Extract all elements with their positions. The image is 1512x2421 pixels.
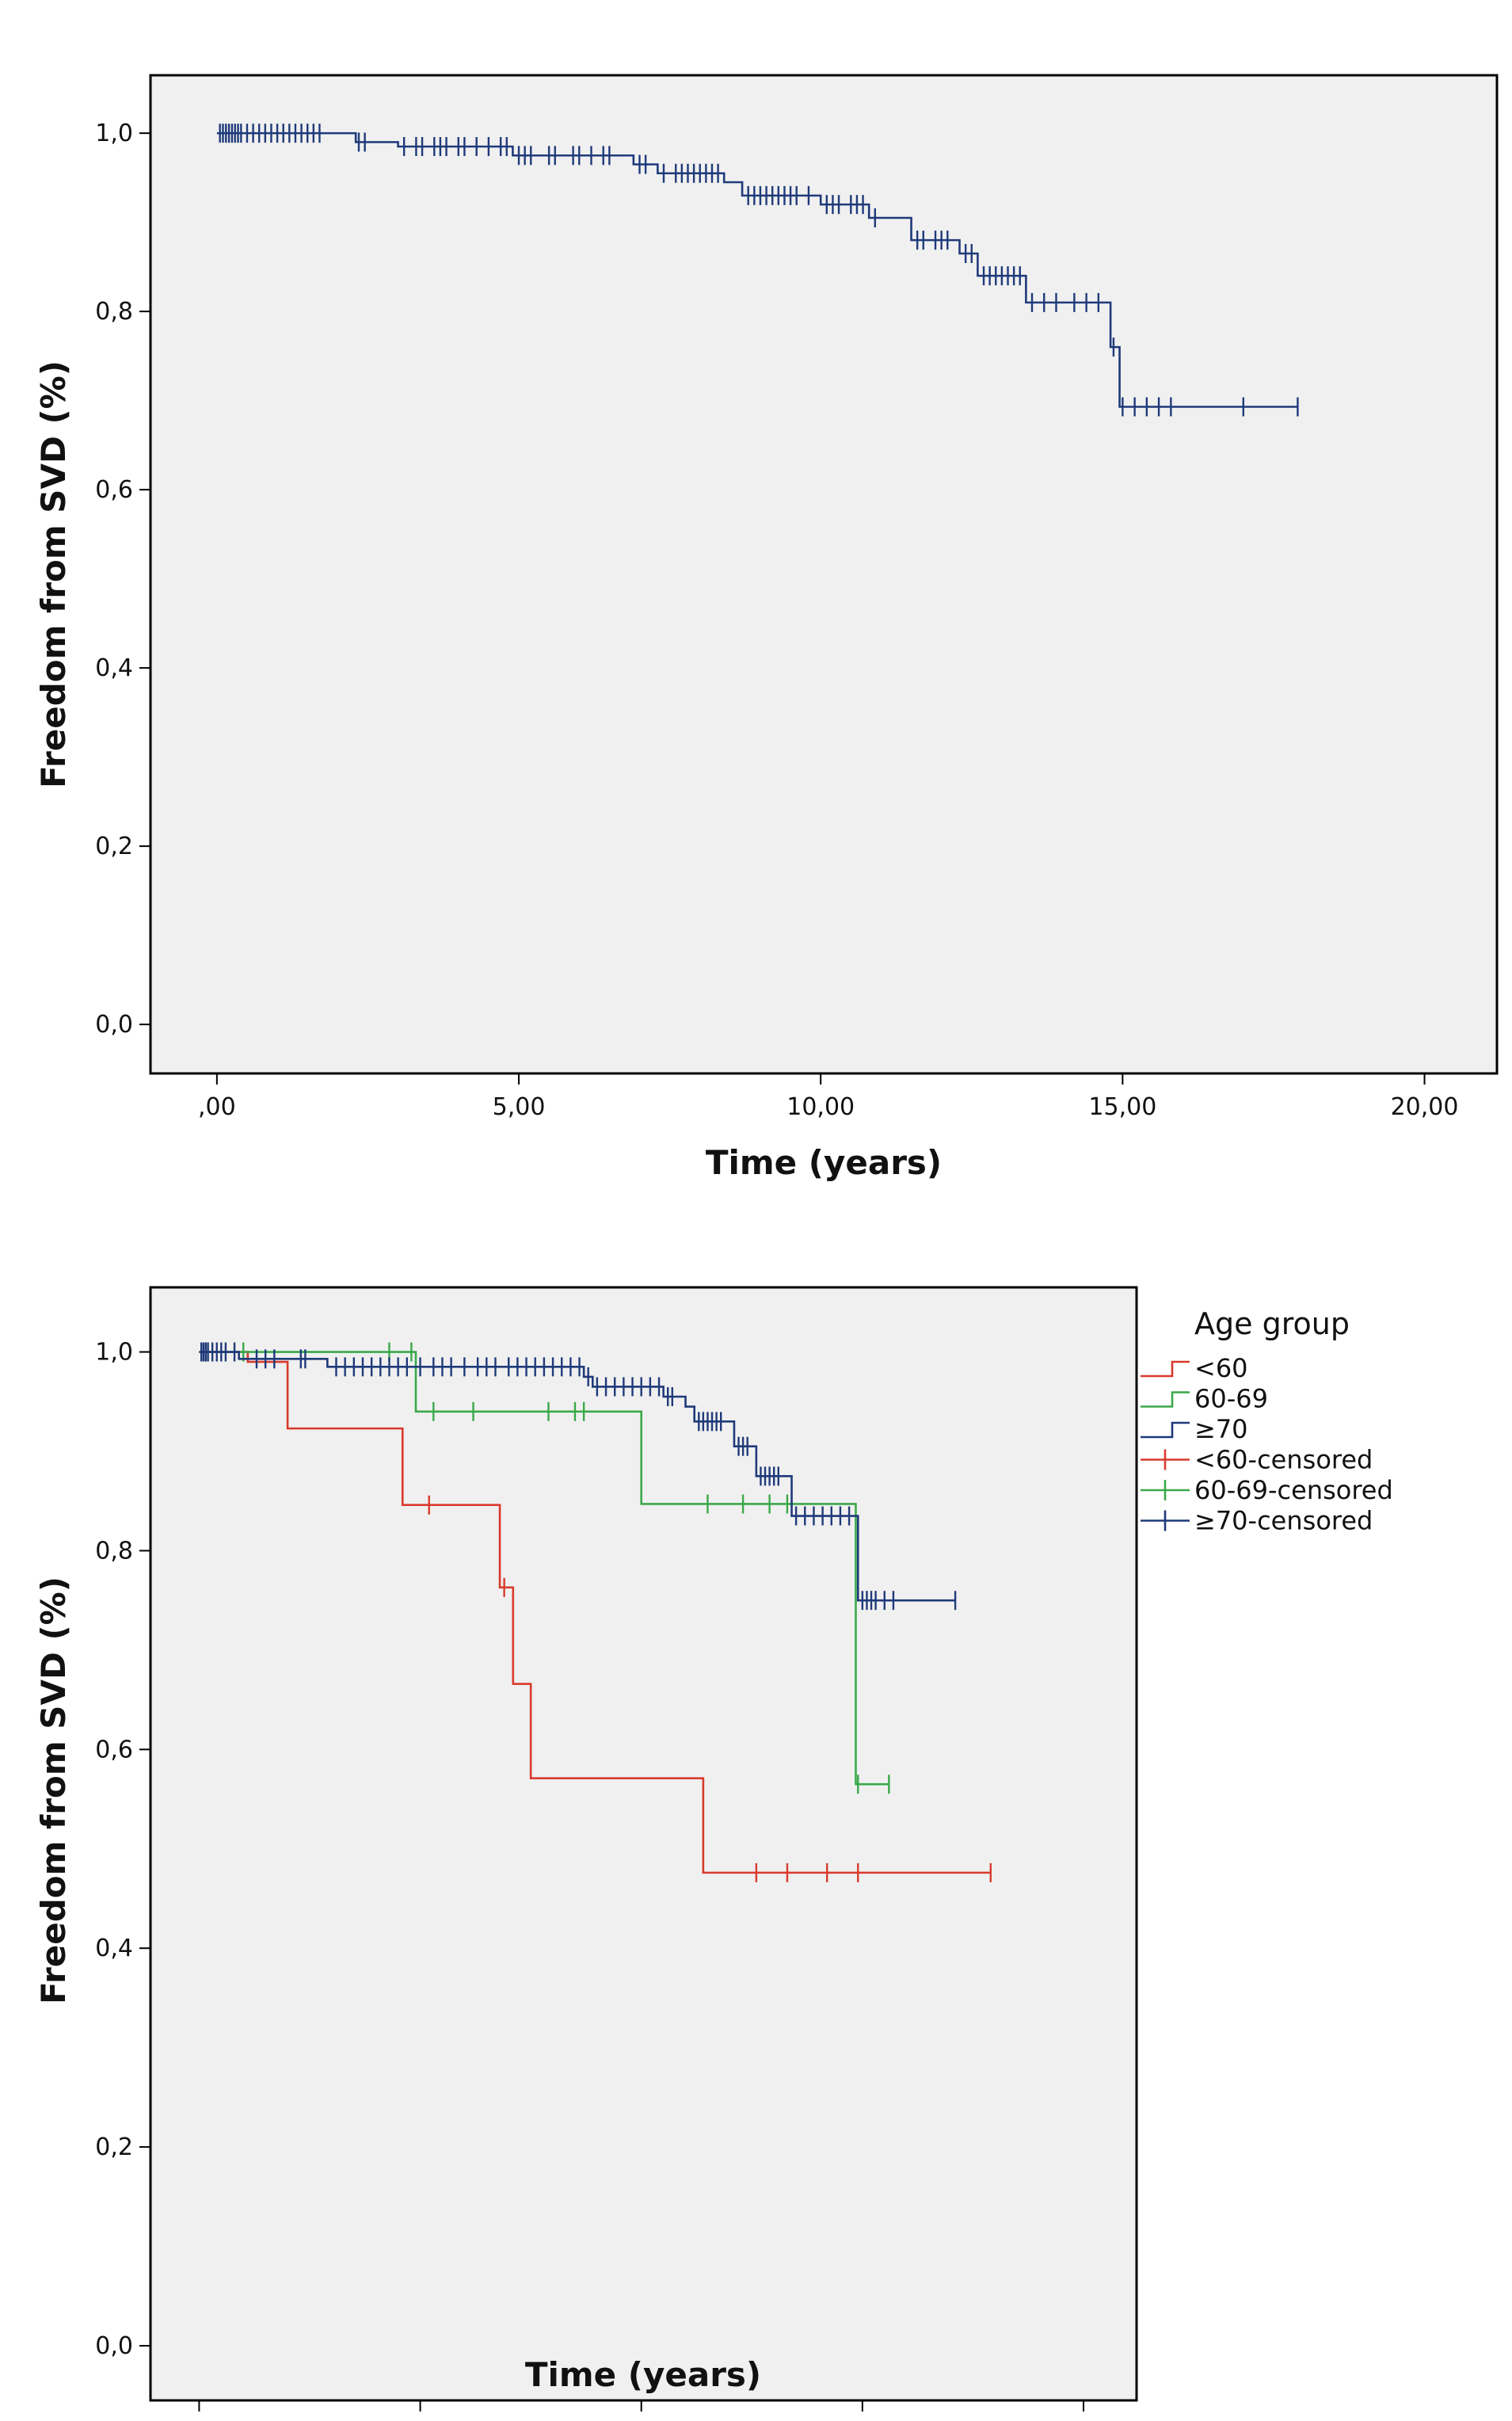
y-tick-label: 0,8	[95, 1537, 133, 1565]
x-tick-label: 10,00	[786, 1093, 855, 1121]
series-line-0	[216, 132, 1298, 408]
y-tick-label: 1,0	[95, 120, 133, 147]
y-tick-label: 0,4	[95, 654, 133, 682]
legend-label: 60-69-censored	[1194, 1475, 1393, 1505]
y-tick-label: 0,2	[95, 833, 133, 860]
y-axis-title: Freedom from SVD (%)	[34, 1577, 73, 2004]
legend-item: <60-censored	[1141, 1445, 1373, 1475]
plot-area	[149, 1286, 1138, 2402]
y-tick-label: 0,2	[95, 2133, 133, 2161]
y-axis: 0,0 0,2 0,4 0,6 0,8 1,0	[95, 1339, 150, 2360]
x-tick-label: 20,00	[1391, 1093, 1459, 1121]
series-line-0	[199, 1351, 991, 1874]
legend-label: <60	[1194, 1353, 1248, 1383]
plot-series	[199, 1342, 992, 1882]
x-tick-label: ,00	[198, 1093, 236, 1121]
legend-item: 60-69	[1141, 1384, 1268, 1414]
legend-swatch	[1141, 1391, 1190, 1408]
legend-item: 60-69-censored	[1141, 1475, 1393, 1505]
plot-series	[216, 124, 1299, 417]
legend-label: <60-censored	[1194, 1445, 1373, 1475]
x-axis: ,00 5,00 10,00 15,00 20,00	[198, 1073, 1458, 1121]
y-axis: 0,0 0,2 0,4 0,6 0,8 1,0	[95, 120, 150, 1039]
legend-item: ≥70-censored	[1141, 1506, 1373, 1536]
legend-label: 60-69	[1194, 1384, 1268, 1414]
legend-title: Age group	[1194, 1306, 1350, 1341]
legend-swatch	[1141, 1421, 1190, 1439]
x-axis-title: Time (years)	[525, 2355, 761, 2394]
series-line-2	[199, 1351, 956, 1602]
x-tick-label: 15,00	[1088, 1093, 1156, 1121]
plot-area	[149, 74, 1499, 1075]
y-axis-title: Freedom from SVD (%)	[34, 360, 73, 788]
legend-label: ≥70	[1194, 1414, 1248, 1444]
legend-label: ≥70-censored	[1194, 1506, 1373, 1536]
legend-item: ≥70	[1141, 1414, 1248, 1444]
x-axis-title: Time (years)	[706, 1143, 942, 1182]
y-tick-label: 0,6	[95, 1736, 133, 1763]
y-tick-label: 0,8	[95, 298, 133, 326]
y-tick-label: 0,4	[95, 1935, 133, 1962]
y-tick-label: 1,0	[95, 1339, 133, 1367]
survival-chart-overall: 0,0 0,2 0,4 0,6 0,8 1,0 ,00 5,00 10,00 15,00 20,0…	[34, 74, 1499, 1182]
legend-swatch	[1141, 1360, 1190, 1378]
legend-item: <60	[1141, 1353, 1248, 1383]
y-tick-label: 0,0	[95, 2332, 133, 2360]
y-tick-label: 0,6	[95, 476, 133, 504]
legend: Age group <6060-69≥70<60-censored60-69-c…	[1141, 1306, 1393, 1536]
survival-chart-by-age-group: 0,0 0,2 0,4 0,6 0,8 1,0 ,005,0010,0015,0020,0…	[34, 1286, 1393, 2421]
series-line-1	[199, 1351, 889, 1786]
x-tick-label: 5,00	[493, 1093, 546, 1121]
y-tick-label: 0,0	[95, 1011, 133, 1039]
